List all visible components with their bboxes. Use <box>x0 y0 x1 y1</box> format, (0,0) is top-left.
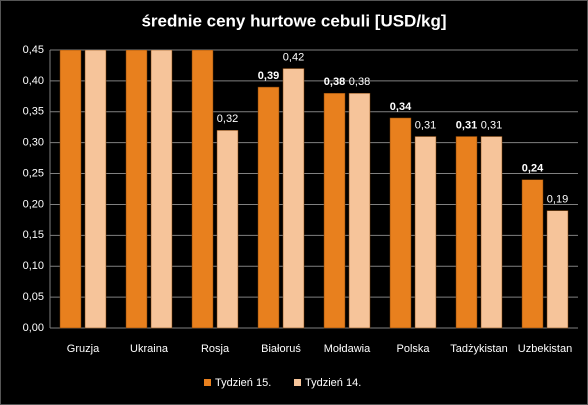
chart-title: średnie ceny hurtowe cebuli [USD/kg] <box>141 11 446 30</box>
y-tick-label: 0,45 <box>23 44 44 56</box>
value-label: 0,31 <box>415 119 436 131</box>
y-tick-label: 0,20 <box>23 198 44 210</box>
x-tick-label: Tadżykistan <box>450 343 507 355</box>
value-label: 0,19 <box>547 194 568 206</box>
bar <box>150 50 173 329</box>
bar <box>348 92 371 329</box>
bar <box>84 50 107 329</box>
bar <box>257 86 280 329</box>
bar <box>521 179 544 329</box>
bar <box>546 210 569 329</box>
x-tick-label: Uzbekistan <box>518 343 572 355</box>
y-tick-label: 0,15 <box>23 229 44 241</box>
y-tick-label: 0,05 <box>23 291 44 303</box>
x-tick-label: Białoruś <box>261 343 301 355</box>
value-label: 0,31 <box>481 119 502 131</box>
bar <box>414 136 437 329</box>
y-tick-label: 0,35 <box>23 106 44 118</box>
x-tick-label: Gruzja <box>67 343 100 355</box>
x-tick-label: Mołdawia <box>324 343 371 355</box>
value-label: 0,38 <box>324 76 345 88</box>
legend-label: Tydzień 15. <box>215 377 271 389</box>
x-tick-label: Polska <box>396 343 430 355</box>
x-tick-label: Rosja <box>201 343 230 355</box>
x-tick-label: Ukraina <box>130 343 169 355</box>
plot-area <box>59 50 569 329</box>
bar <box>389 117 412 329</box>
bar <box>191 50 214 329</box>
value-label: 0,24 <box>522 163 544 175</box>
y-tick-label: 0,00 <box>23 322 44 334</box>
y-tick-label: 0,10 <box>23 260 44 272</box>
value-label: 0,42 <box>283 51 304 63</box>
y-tick-label: 0,25 <box>23 167 44 179</box>
y-tick-label: 0,30 <box>23 137 44 149</box>
legend-swatch <box>294 379 301 386</box>
bar <box>125 50 148 329</box>
bar <box>216 130 239 329</box>
value-label: 0,31 <box>456 119 477 131</box>
value-label: 0,32 <box>217 113 238 125</box>
legend-swatch <box>204 379 211 386</box>
value-label: 0,39 <box>258 70 279 82</box>
bar <box>455 136 478 329</box>
value-label: 0,38 <box>349 76 370 88</box>
bar <box>323 92 346 329</box>
bar <box>480 136 503 329</box>
legend-label: Tydzień 14. <box>305 377 361 389</box>
y-tick-label: 0,40 <box>23 75 44 87</box>
bar <box>282 68 305 329</box>
value-label: 0,34 <box>390 101 412 113</box>
bar <box>59 50 82 329</box>
